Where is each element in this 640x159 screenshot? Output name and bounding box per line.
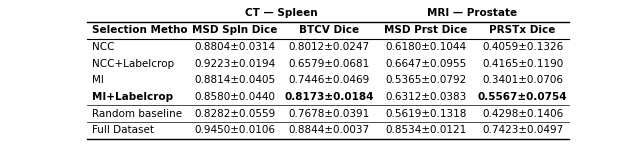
Text: MRI — Prostate: MRI — Prostate xyxy=(427,8,517,18)
Text: CT — Spleen: CT — Spleen xyxy=(244,8,317,18)
